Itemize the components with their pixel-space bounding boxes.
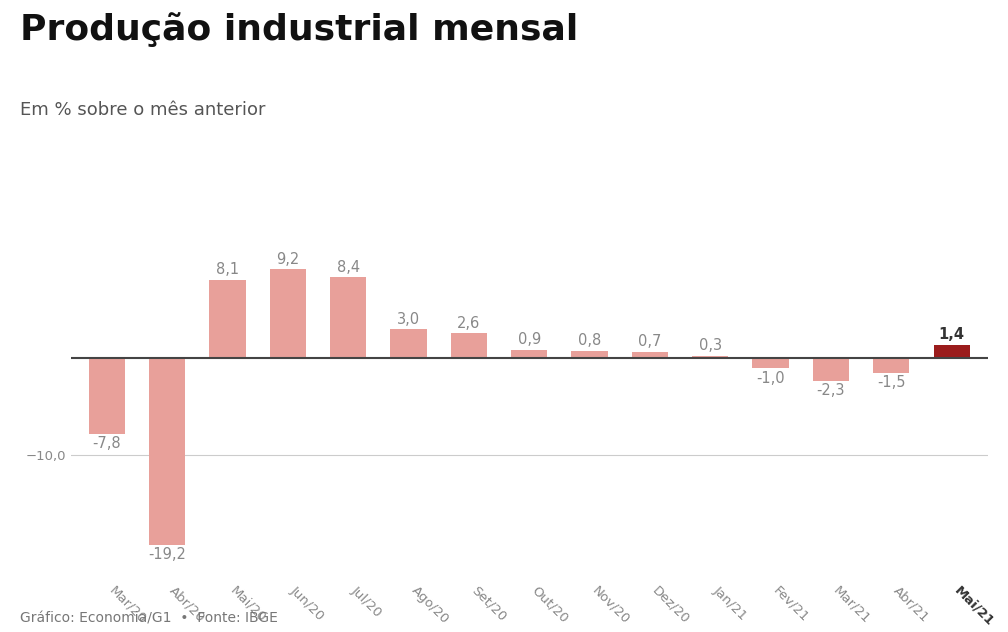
Bar	[270, 269, 305, 358]
Bar	[511, 349, 547, 358]
Bar	[753, 358, 788, 368]
Text: -1,0: -1,0	[756, 370, 785, 386]
Text: Em % sobre o mês anterior: Em % sobre o mês anterior	[20, 101, 266, 119]
Text: 0,7: 0,7	[638, 334, 661, 349]
Bar	[572, 351, 608, 358]
Bar	[632, 351, 668, 358]
Text: 2,6: 2,6	[458, 316, 481, 331]
Bar	[210, 280, 246, 358]
Text: 0,8: 0,8	[578, 333, 601, 348]
Bar	[89, 358, 125, 434]
Text: Produção industrial mensal: Produção industrial mensal	[20, 13, 579, 47]
Text: 8,1: 8,1	[216, 262, 239, 277]
Bar	[873, 358, 909, 373]
Text: 9,2: 9,2	[276, 252, 299, 267]
Text: 0,9: 0,9	[517, 332, 541, 347]
Text: -2,3: -2,3	[816, 383, 845, 398]
Text: -19,2: -19,2	[148, 547, 186, 562]
Text: -1,5: -1,5	[877, 375, 905, 391]
Text: Gráfico: Economia/G1  •  Fonte: IBGE: Gráfico: Economia/G1 • Fonte: IBGE	[20, 612, 278, 626]
Bar	[692, 356, 729, 358]
Bar	[933, 345, 970, 358]
Text: 0,3: 0,3	[699, 338, 722, 353]
Bar	[390, 329, 426, 358]
Bar	[451, 333, 487, 358]
Bar	[812, 358, 849, 380]
Text: -7,8: -7,8	[93, 437, 121, 451]
Text: 1,4: 1,4	[938, 327, 965, 343]
Text: 3,0: 3,0	[397, 312, 420, 327]
Bar	[149, 358, 185, 545]
Text: 8,4: 8,4	[337, 260, 360, 274]
Bar	[330, 277, 366, 358]
